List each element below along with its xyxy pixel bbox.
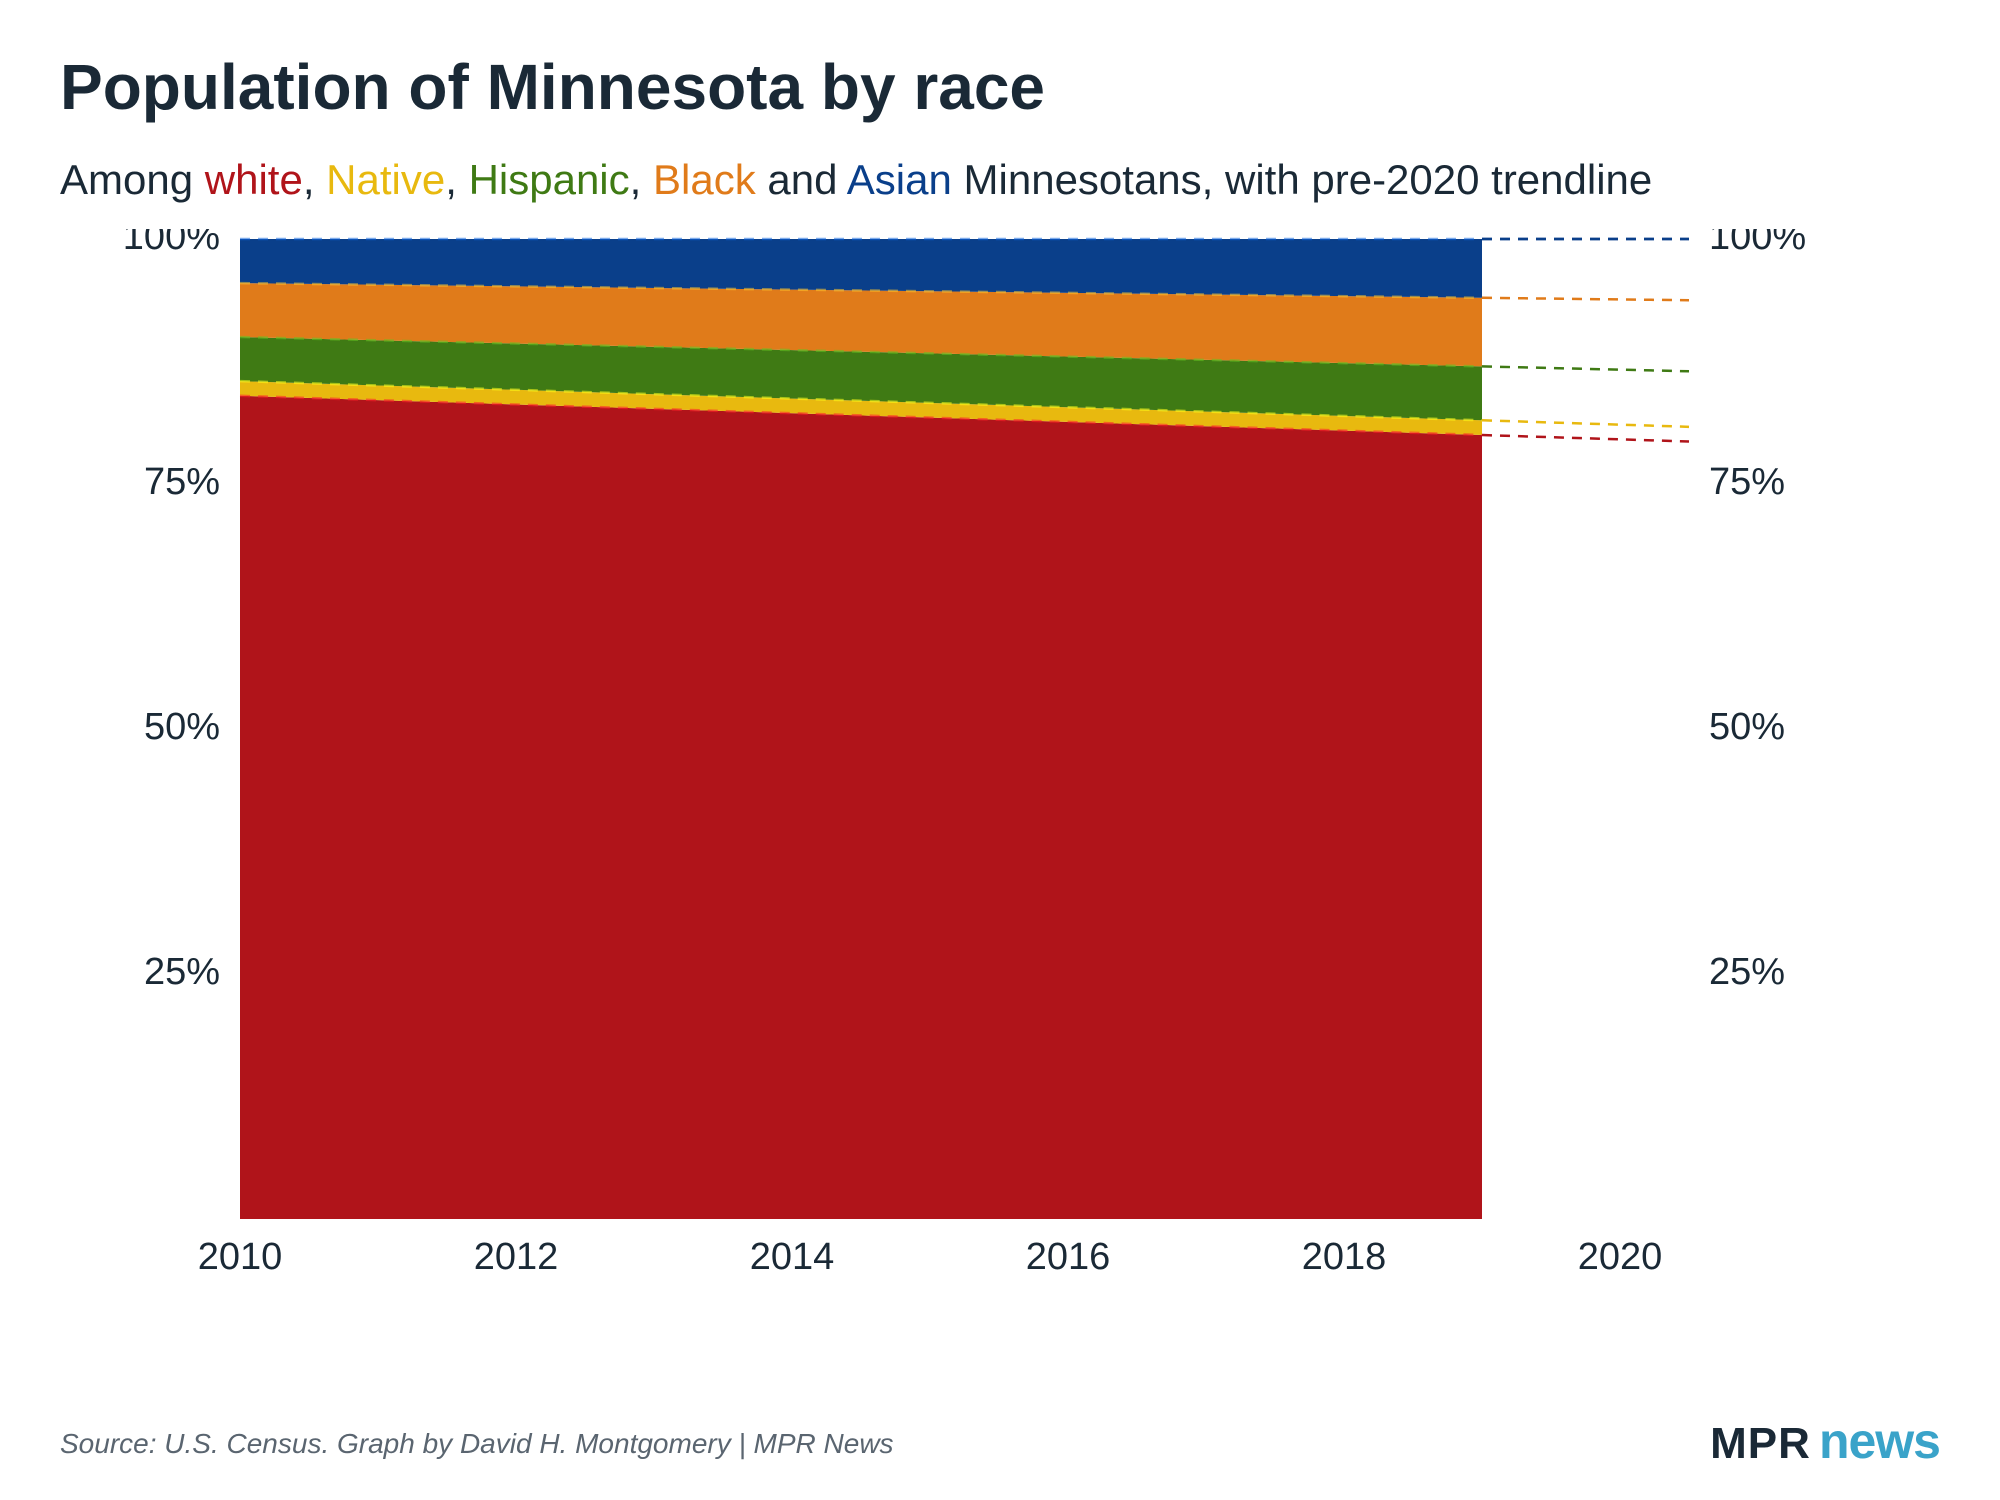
source-caption: Source: U.S. Census. Graph by David H. M… — [60, 1428, 894, 1460]
y-left-tick-75: 75% — [144, 461, 220, 503]
trend-ext-native — [1482, 420, 1689, 427]
y-right-tick-100: 100% — [1709, 229, 1806, 258]
y-right-tick-75: 75% — [1709, 461, 1785, 503]
y-left-tick-100: 100% — [123, 229, 220, 258]
mpr-news-logo: MPR news — [1710, 1412, 1940, 1470]
chart-title: Population of Minnesota by race — [60, 50, 1940, 124]
x-tick-2018: 2018 — [1302, 1236, 1387, 1278]
y-right-tick-25: 25% — [1709, 951, 1785, 993]
y-right-tick-50: 50% — [1709, 706, 1785, 748]
area-white — [240, 395, 1482, 1218]
trend-ext-hispanic — [1482, 366, 1689, 371]
legend-word-black: Black — [653, 156, 756, 203]
trend-ext-white — [1482, 435, 1689, 442]
logo-news-text: news — [1819, 1412, 1940, 1470]
x-tick-2020: 2020 — [1578, 1236, 1663, 1278]
x-tick-2016: 2016 — [1026, 1236, 1111, 1278]
chart-container: 25% 50% 75% 100% 25% 50% 75% 100% 2010 2012 2014 20… — [60, 229, 1940, 1294]
y-left-tick-25: 25% — [144, 951, 220, 993]
trend-ext-black — [1482, 297, 1689, 299]
x-tick-2010: 2010 — [198, 1236, 283, 1278]
logo-mpr-text: MPR — [1710, 1419, 1811, 1469]
legend-word-white: white — [205, 156, 303, 203]
stacked-area-chart: 25% 50% 75% 100% 25% 50% 75% 100% 2010 2012 2014 20… — [60, 229, 1940, 1289]
x-tick-2012: 2012 — [474, 1236, 559, 1278]
legend-word-hispanic: Hispanic — [469, 156, 630, 203]
legend-word-native: Native — [326, 156, 445, 203]
chart-subtitle: Among white, Native, Hispanic, Black and… — [60, 152, 1940, 209]
y-left-tick-50: 50% — [144, 706, 220, 748]
legend-word-asian: Asian — [847, 156, 952, 203]
x-tick-2014: 2014 — [750, 1236, 835, 1278]
